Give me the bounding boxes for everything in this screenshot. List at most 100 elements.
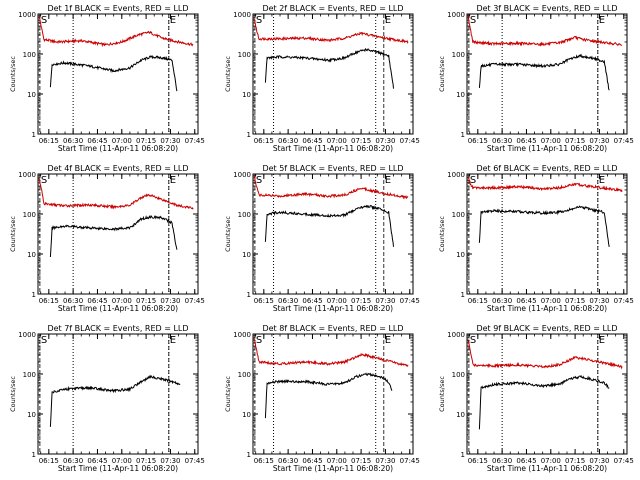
- marker-label-e: E: [170, 175, 176, 186]
- chart-title: Det 4f BLACK = Events, RED = LLD: [47, 164, 188, 173]
- plot-frame: [466, 173, 628, 295]
- x-tick-label: 06:45: [516, 297, 536, 305]
- chart-title: Det 7f BLACK = Events, RED = LLD: [47, 324, 188, 333]
- y-tick-label: 1000: [447, 171, 465, 179]
- marker-label-s: S: [470, 175, 476, 186]
- x-axis-label: Start Time (11-Apr-11 06:08:20): [58, 464, 178, 473]
- chart-panel-8: Det 8f BLACK = Events, RED = LLD 1 10 100 10…: [224, 324, 420, 473]
- x-tick-label: 07:15: [565, 457, 585, 465]
- x-axis-label: Start Time (11-Apr-11 06:08:20): [273, 304, 393, 313]
- x-tick-label: 06:30: [63, 457, 83, 465]
- x-axis-label: Start Time (11-Apr-11 06:08:20): [58, 144, 178, 153]
- y-axis-label: Counts/sec: [438, 56, 446, 92]
- x-tick-label: 06:15: [468, 457, 488, 465]
- x-tick-label: 07:00: [327, 137, 347, 145]
- lld-curve: [38, 177, 194, 210]
- x-tick-label: 06:15: [39, 297, 59, 305]
- x-tick-label: 07:45: [400, 457, 420, 465]
- y-tick-label: 1000: [18, 11, 36, 19]
- plot-frame: [252, 13, 414, 135]
- x-tick-label: 06:15: [468, 297, 488, 305]
- x-tick-label: 06:30: [492, 137, 512, 145]
- plot-frame: [466, 333, 628, 455]
- x-tick-label: 06:15: [39, 457, 59, 465]
- events-curve: [478, 205, 610, 247]
- x-tick-label: 06:30: [278, 457, 298, 465]
- x-tick-label: 07:45: [614, 457, 634, 465]
- y-tick-label: 10: [242, 251, 251, 259]
- y-tick-label: 100: [23, 371, 36, 379]
- events-curve: [478, 375, 610, 430]
- y-tick-label: 1: [461, 451, 465, 459]
- chart-panel-6: Det 6f BLACK = Events, RED = LLD 1 10 100 10…: [438, 164, 634, 313]
- y-tick-label: 1000: [447, 331, 465, 339]
- x-axis-label: Start Time (11-Apr-11 06:08:20): [273, 144, 393, 153]
- y-tick-label: 10: [27, 91, 36, 99]
- plot-frame: [37, 173, 199, 295]
- y-tick-label: 100: [452, 371, 465, 379]
- x-tick-label: 06:30: [278, 137, 298, 145]
- y-tick-label: 1: [461, 291, 465, 299]
- y-tick-label: 1000: [233, 171, 251, 179]
- chart-title: Det 6f BLACK = Events, RED = LLD: [476, 164, 617, 173]
- plot-frame: [37, 13, 199, 135]
- y-tick-label: 1: [247, 131, 251, 139]
- y-tick-label: 100: [23, 51, 36, 59]
- x-tick-label: 07:30: [375, 297, 395, 305]
- x-tick-label: 07:30: [589, 457, 609, 465]
- x-axis-label: Start Time (11-Apr-11 06:08:20): [487, 304, 607, 313]
- lld-curve: [38, 16, 194, 48]
- x-tick-label: 07:00: [112, 297, 132, 305]
- events-curve: [264, 204, 394, 247]
- x-tick-label: 07:45: [400, 297, 420, 305]
- x-tick-label: 06:15: [39, 137, 59, 145]
- y-axis-label: Counts/sec: [9, 376, 17, 412]
- y-tick-label: 100: [23, 211, 36, 219]
- y-tick-label: 1: [32, 131, 36, 139]
- y-tick-label: 1: [247, 451, 251, 459]
- y-axis-label: Counts/sec: [224, 376, 232, 412]
- y-tick-label: 1: [32, 291, 36, 299]
- y-tick-label: 100: [452, 51, 465, 59]
- x-tick-label: 07:00: [541, 457, 561, 465]
- x-tick-label: 07:00: [541, 297, 561, 305]
- lld-curve: [467, 176, 623, 193]
- x-tick-label: 07:30: [375, 137, 395, 145]
- x-tick-label: 07:45: [614, 137, 634, 145]
- y-tick-label: 10: [27, 411, 36, 419]
- marker-label-s: S: [470, 15, 476, 26]
- marker-label-s: S: [256, 15, 262, 26]
- x-tick-label: 07:30: [160, 297, 180, 305]
- y-axis-label: Counts/sec: [438, 216, 446, 252]
- chart-title: Det 8f BLACK = Events, RED = LLD: [262, 324, 403, 333]
- x-tick-label: 07:15: [565, 297, 585, 305]
- chart-title: Det 1f BLACK = Events, RED = LLD: [47, 4, 188, 13]
- y-tick-label: 100: [238, 371, 251, 379]
- x-tick-label: 06:30: [278, 297, 298, 305]
- y-tick-label: 10: [27, 251, 36, 259]
- x-tick-label: 07:15: [351, 137, 371, 145]
- x-tick-label: 06:45: [87, 297, 107, 305]
- marker-label-s: S: [470, 335, 476, 346]
- x-tick-label: 06:45: [302, 457, 322, 465]
- y-tick-label: 10: [242, 411, 251, 419]
- chart-panel-1: Det 1f BLACK = Events, RED = LLD 1 10 100 10…: [9, 4, 205, 153]
- lld-curve: [253, 338, 409, 368]
- marker-label-s: S: [256, 175, 262, 186]
- plot-frame: [252, 173, 414, 295]
- x-axis-label: Start Time (11-Apr-11 06:08:20): [273, 464, 393, 473]
- x-tick-label: 06:45: [516, 137, 536, 145]
- events-curve: [264, 48, 394, 89]
- y-axis-label: Counts/sec: [224, 216, 232, 252]
- x-tick-label: 07:15: [136, 297, 156, 305]
- lld-curve: [253, 18, 409, 44]
- x-tick-label: 06:45: [87, 137, 107, 145]
- x-tick-label: 06:30: [492, 457, 512, 465]
- x-tick-label: 07:15: [351, 457, 371, 465]
- y-tick-label: 1000: [18, 171, 36, 179]
- events-curve: [478, 53, 610, 91]
- chart-panel-4: Det 4f BLACK = Events, RED = LLD 1 10 100 10…: [9, 164, 205, 313]
- y-axis-label: Counts/sec: [438, 376, 446, 412]
- x-tick-label: 06:15: [254, 457, 274, 465]
- x-tick-label: 06:15: [254, 137, 274, 145]
